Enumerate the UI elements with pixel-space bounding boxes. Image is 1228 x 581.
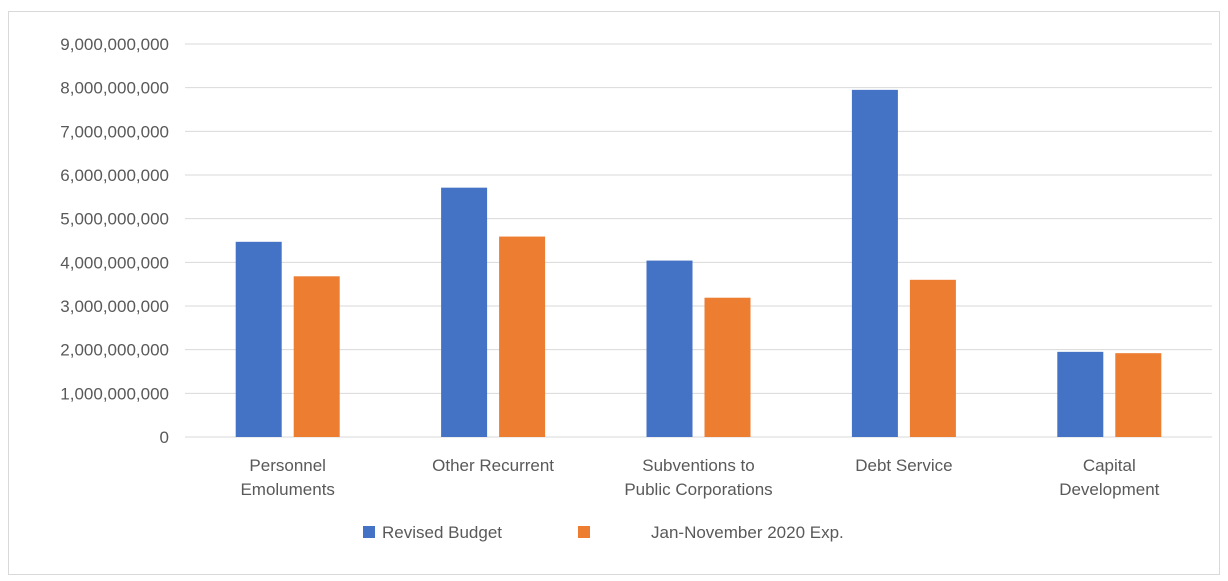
y-tick-label: 6,000,000,000 [60,166,169,185]
bar-revised-budget [441,187,488,437]
legend-swatch [363,526,375,538]
y-tick-label: 7,000,000,000 [60,122,169,141]
category-label: Subventions to [642,456,754,475]
category-label: Personnel [249,456,326,475]
category-label: Debt Service [855,456,952,475]
bar-jan-november-2020-exp- [293,276,340,437]
bar-revised-budget [1057,351,1104,437]
y-tick-label: 2,000,000,000 [60,341,169,360]
category-label: Emoluments [240,480,334,499]
bar-revised-budget [235,241,282,437]
y-tick-label: 5,000,000,000 [60,210,169,229]
y-tick-label: 9,000,000,000 [60,35,169,54]
legend-swatch [578,526,590,538]
bar-jan-november-2020-exp- [1115,353,1162,437]
chart-frame: 0 1,000,000,000 2,000,000,000 3,000,000,000… [8,11,1220,575]
category-label: Public Corporations [624,480,772,499]
bar-chart: 0 1,000,000,000 2,000,000,000 3,000,000,000… [60,35,1212,542]
y-tick-label: 0 [160,428,169,447]
bar-revised-budget [646,260,693,437]
bar-revised-budget [851,89,898,437]
legend-label: Jan-November 2020 Exp. [651,523,844,542]
category-label: Capital [1083,456,1136,475]
y-tick-label: 1,000,000,000 [60,384,169,403]
y-tick-label: 4,000,000,000 [60,253,169,272]
category-label: Development [1059,480,1159,499]
bar-jan-november-2020-exp- [499,236,546,437]
y-tick-label: 8,000,000,000 [60,79,169,98]
category-label: Other Recurrent [432,456,554,475]
bar-jan-november-2020-exp- [704,297,751,437]
legend-label: Revised Budget [382,523,502,542]
y-tick-label: 3,000,000,000 [60,297,169,316]
bar-jan-november-2020-exp- [909,279,956,437]
